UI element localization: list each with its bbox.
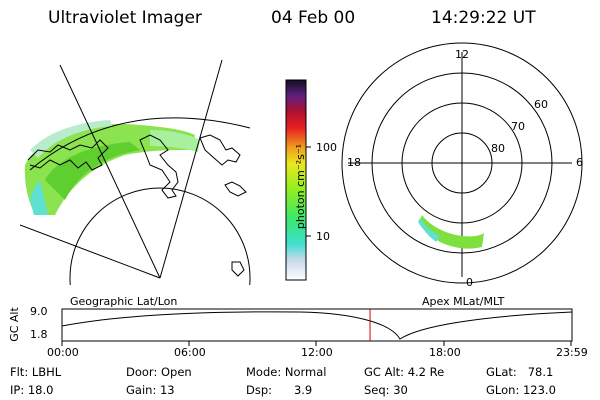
altitude-ytick-1-8: 1.8 (30, 328, 48, 341)
mlt-label-0: 0 (466, 276, 473, 289)
mode-info: Mode: Normal (246, 365, 327, 379)
aurora-emission-polar (418, 215, 484, 249)
time-tick-0600: 06:00 (174, 346, 206, 359)
colorbar-label: photon cm⁻²s⁻¹ (294, 143, 308, 230)
altitude-plot (61, 308, 573, 346)
time-tick-2359: 23:59 (556, 346, 588, 359)
coastlines (27, 134, 247, 277)
lat-label-60: 60 (534, 98, 548, 111)
mlt-label-6: 6 (576, 156, 583, 169)
instrument-title: Ultraviolet Imager (48, 8, 202, 28)
time-label: 14:29:22 UT (431, 8, 536, 28)
gain-info: Gain: 13 (126, 383, 175, 397)
seq-info: Seq: 30 (364, 383, 408, 397)
left-panel-label: Geographic Lat/Lon (70, 295, 178, 308)
mlt-label-12: 12 (455, 48, 469, 61)
time-tick-1800: 18:00 (429, 346, 461, 359)
right-panel-label: Apex MLat/MLT (422, 295, 505, 308)
glat-info: GLat: 78.1 (486, 365, 554, 379)
polar-plot (341, 42, 583, 284)
time-tick-0000: 00:00 (47, 346, 79, 359)
dsp-info: Dsp: 3.9 (246, 383, 313, 397)
aurora-emission-left (24, 120, 200, 215)
ip-info: IP: 18.0 (10, 383, 54, 397)
gc-alt-info: GC Alt: 4.2 Re (364, 365, 445, 379)
door-info: Door: Open (126, 365, 192, 379)
altitude-ytick-9: 9.0 (30, 305, 48, 318)
altitude-ylabel: GC Alt (7, 307, 21, 342)
mlt-label-18: 18 (347, 156, 361, 169)
colorbar-tick-100: 100 (316, 141, 337, 154)
geographic-map (20, 59, 251, 285)
lat-label-70: 70 (511, 120, 525, 133)
time-tick-1200: 12:00 (301, 346, 333, 359)
filter-info: Flt: LBHL (10, 365, 62, 379)
colorbar (285, 79, 311, 281)
colorbar-tick-10: 10 (316, 230, 330, 243)
lat-lon-grid (20, 59, 251, 285)
date-label: 04 Feb 00 (271, 8, 356, 28)
lat-label-80: 80 (491, 142, 505, 155)
glon-info: GLon: 123.0 (486, 383, 556, 397)
